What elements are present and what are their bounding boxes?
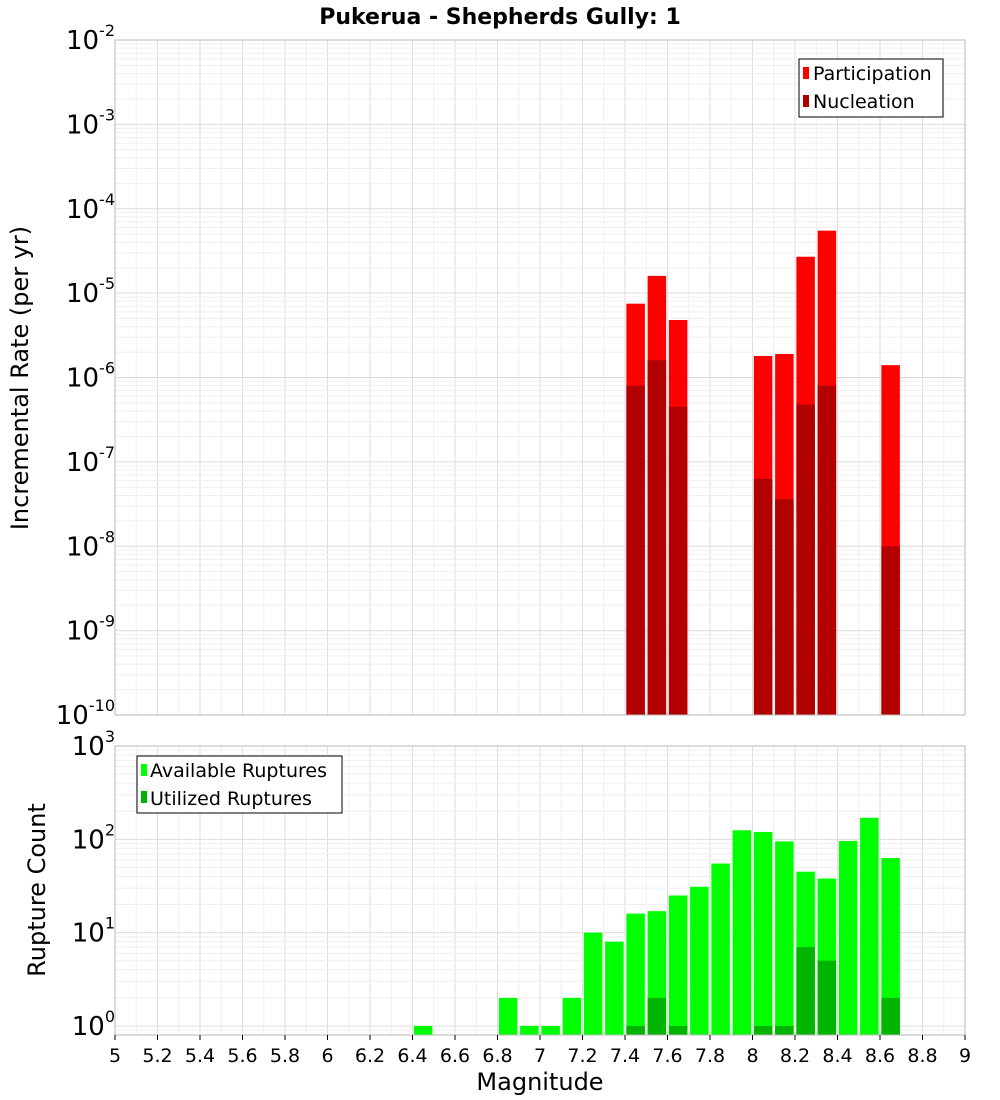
legend-label-utilized: Utilized Ruptures [150, 788, 312, 810]
x-tick-label: 7 [534, 1045, 546, 1067]
nucleation-bar [881, 546, 900, 715]
available-ruptures-bar [881, 858, 900, 1035]
utilized-ruptures-bar [668, 1025, 688, 1035]
x-tick-label: 8.8 [907, 1045, 937, 1067]
top-plot-frame [114, 39, 966, 716]
bottom-legend: Available Ruptures Utilized Ruptures [136, 755, 343, 814]
y-tick-label: 102 [72, 820, 115, 855]
available-ruptures-bar [562, 997, 582, 1035]
available-ruptures-bar [413, 1025, 433, 1035]
available-ruptures-bar [626, 913, 645, 1035]
nucleation-bar [647, 360, 667, 715]
available-ruptures-bar [541, 1025, 560, 1035]
legend-swatch-nucleation [803, 95, 809, 107]
y-tick-label: 10-3 [66, 105, 115, 140]
x-tick-label: 5.4 [185, 1045, 215, 1067]
x-tick-label: 8.2 [780, 1045, 810, 1067]
utilized-ruptures-bar [753, 1025, 773, 1035]
x-tick-label: 8.4 [822, 1045, 852, 1067]
available-ruptures-bar [732, 830, 752, 1035]
y-tick-label: 103 [72, 727, 115, 762]
top-y-ticks: 10-10 10-9 10-8 10-7 10-6 10-5 10-4 10-3 10-2 [56, 21, 115, 731]
x-tick-label: 6.4 [397, 1045, 427, 1067]
available-ruptures-bar [775, 841, 794, 1035]
y-tick-label: 10-7 [66, 443, 115, 478]
bottom-y-ticks: 100 101 102 103 [72, 727, 115, 1042]
x-tick-label: 5 [109, 1045, 121, 1067]
y-tick-label: 10-9 [66, 612, 115, 647]
utilized-ruptures-bar [626, 1025, 645, 1035]
chart-title: Pukerua - Shepherds Gully: 1 [319, 5, 681, 30]
utilized-ruptures-bar [881, 997, 900, 1035]
y-tick-label: 10-4 [66, 190, 115, 225]
available-ruptures-bar [838, 840, 858, 1035]
utilized-ruptures-bar [796, 947, 815, 1035]
legend-swatch-available [141, 764, 147, 776]
legend-label-nucleation: Nucleation [813, 91, 915, 113]
x-tick-label: 7.8 [695, 1045, 725, 1067]
top-y-axis-label: Incremental Rate (per yr) [6, 226, 34, 530]
available-ruptures-bar [605, 941, 624, 1035]
y-tick-label: 10-10 [56, 696, 115, 731]
x-tick-label: 6.2 [355, 1045, 385, 1067]
y-tick-label: 101 [72, 914, 115, 949]
x-tick-label: 8 [746, 1045, 758, 1067]
x-tick-label: 8.6 [865, 1045, 895, 1067]
legend-swatch-utilized [141, 791, 147, 803]
available-ruptures-bar [520, 1025, 539, 1035]
utilized-ruptures-bar [817, 960, 837, 1035]
available-ruptures-bar [860, 817, 879, 1035]
x-tick-label: 5.8 [270, 1045, 300, 1067]
x-tick-label: 7.2 [567, 1045, 597, 1067]
nucleation-bar [668, 406, 688, 715]
available-ruptures-bar [690, 886, 709, 1035]
x-tick-label: 5.6 [227, 1045, 257, 1067]
x-ticks: 5 5.2 5.4 5.6 5.8 6 6.2 6.4 6.6 6.8 7 7.2 7.4 7.6 7.8 8… [109, 1035, 971, 1067]
nucleation-bar [817, 385, 837, 715]
utilized-ruptures-bar [647, 997, 667, 1035]
legend-label-available: Available Ruptures [150, 760, 327, 782]
available-ruptures-bar [583, 932, 603, 1035]
nucleation-bar [796, 404, 815, 715]
utilized-ruptures-bar [775, 1025, 794, 1035]
available-ruptures-bar [711, 863, 730, 1035]
nucleation-bar [626, 385, 645, 715]
x-tick-label: 6 [321, 1045, 333, 1067]
y-tick-label: 10-8 [66, 527, 115, 562]
legend-swatch-participation [803, 67, 809, 79]
available-ruptures-bar [668, 895, 688, 1035]
x-tick-label: 7.6 [652, 1045, 682, 1067]
y-tick-label: 10-5 [66, 274, 115, 309]
x-tick-label: 5.2 [142, 1045, 172, 1067]
nucleation-bar [775, 499, 794, 715]
x-axis-label: Magnitude [476, 1068, 603, 1096]
x-tick-label: 7.4 [610, 1045, 640, 1067]
x-tick-label: 6.6 [440, 1045, 470, 1067]
bottom-y-axis-label: Rupture Count [23, 803, 51, 977]
x-tick-label: 6.8 [482, 1045, 512, 1067]
legend-label-participation: Participation [813, 63, 932, 85]
x-tick-label: 9 [959, 1045, 971, 1067]
y-tick-label: 10-2 [66, 21, 115, 56]
y-tick-label: 100 [72, 1007, 115, 1042]
available-ruptures-bar [753, 831, 773, 1035]
nucleation-bar [753, 478, 773, 715]
top-bars [626, 230, 900, 715]
bottom-bars [413, 817, 900, 1035]
top-legend: Participation Nucleation [798, 58, 944, 118]
available-ruptures-bar [498, 997, 518, 1035]
y-tick-label: 10-6 [66, 359, 115, 394]
top-grid [114, 40, 966, 716]
